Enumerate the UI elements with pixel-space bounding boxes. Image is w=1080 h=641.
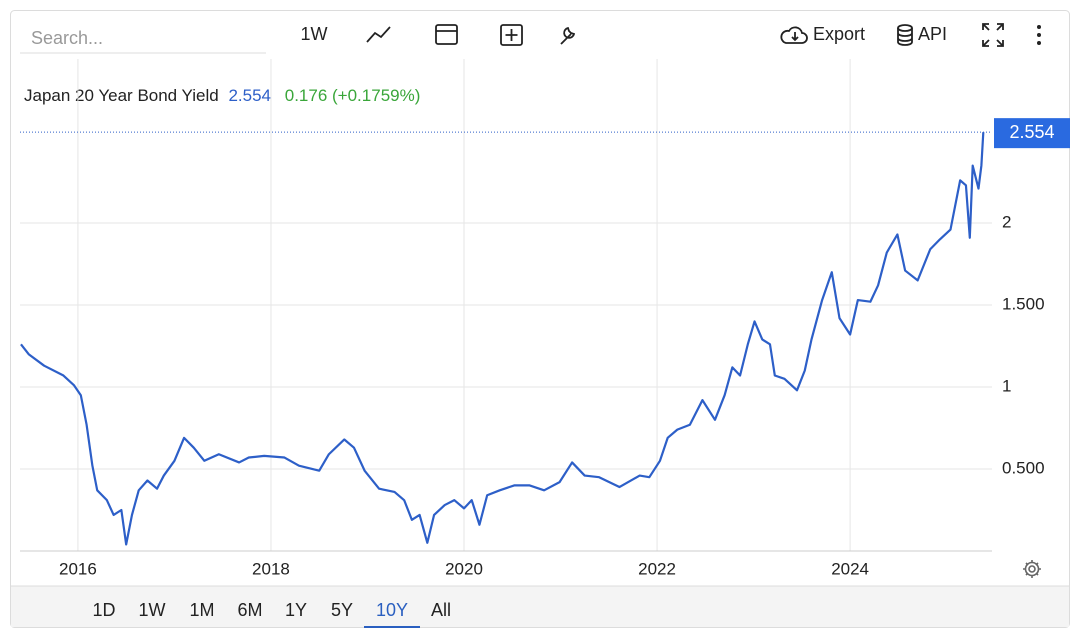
range-button[interactable]: 1Y: [285, 600, 307, 620]
range-button[interactable]: 1W: [139, 600, 166, 620]
interval-button[interactable]: 1W: [301, 24, 328, 44]
y-tick-label: 1: [1002, 376, 1011, 395]
settings-wrench-icon[interactable]: [560, 26, 576, 45]
add-indicator-icon[interactable]: [500, 24, 523, 46]
export-icon[interactable]: [780, 26, 808, 44]
export-button[interactable]: Export: [813, 24, 865, 44]
frame: [10, 10, 1070, 628]
api-icon-body: [897, 28, 913, 46]
range-button[interactable]: All: [431, 600, 451, 620]
calendar-icon[interactable]: [435, 24, 458, 45]
more-icon[interactable]: [1037, 25, 1041, 45]
range-button[interactable]: 1M: [189, 600, 214, 620]
change-text: 0.176 (+0.1759%): [285, 86, 421, 105]
x-tick-label: 2022: [638, 559, 676, 578]
toolbar-icons: [366, 23, 1004, 47]
y-tick-label: 1.500: [1002, 294, 1045, 313]
axis-settings-icon[interactable]: [1023, 560, 1041, 578]
last-value: 2.554: [228, 86, 271, 105]
x-tick-label: 2016: [59, 559, 97, 578]
range-button[interactable]: 6M: [237, 600, 262, 620]
x-tick-label: 2024: [831, 559, 869, 578]
chart-header: Japan 20 Year Bond Yield 2.554 0.176 (+0…: [24, 86, 420, 105]
chart-type-icon[interactable]: [366, 26, 391, 43]
last-value-tag: [994, 118, 1070, 149]
chart-title: Japan 20 Year Bond Yield: [24, 86, 219, 105]
x-tick-label: 2018: [252, 559, 290, 578]
range-button[interactable]: 1D: [92, 600, 115, 620]
x-tick-label: 2020: [445, 559, 483, 578]
search-placeholder[interactable]: Search...: [31, 28, 103, 48]
line-series: [20, 132, 985, 546]
range-bar: [11, 586, 1069, 627]
fullscreen-icon[interactable]: [982, 23, 1004, 47]
export-arrow: [791, 32, 799, 42]
y-tick-label: 0.500: [1002, 458, 1045, 477]
search-box[interactable]: Search...: [20, 28, 266, 54]
api-button[interactable]: API: [918, 24, 947, 44]
y-tick-label: 2: [1002, 212, 1011, 231]
range-button[interactable]: 5Y: [331, 600, 353, 620]
last-value-tag-label: 2.554: [1009, 122, 1054, 142]
plus-icon: [505, 29, 518, 41]
range-button[interactable]: 10Y: [376, 600, 408, 620]
